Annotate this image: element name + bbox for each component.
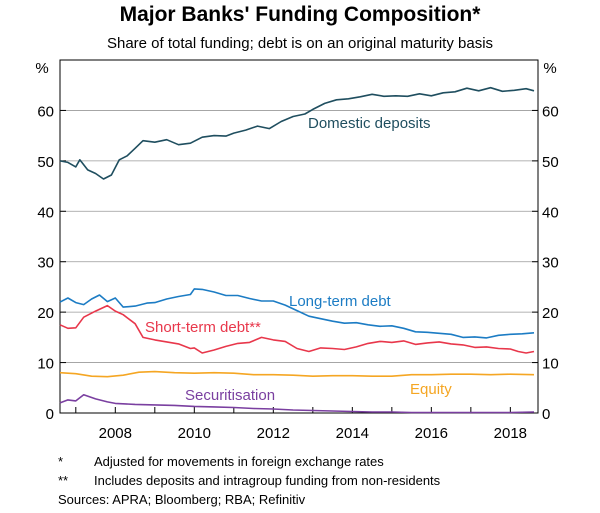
y-tick-label-right: 40	[542, 204, 559, 221]
footnote-mark: *	[58, 454, 64, 469]
x-tick-label: 2016	[415, 425, 448, 442]
label-long-term-debt: Long-term debt	[289, 293, 392, 310]
y-tick-label-right: 20	[542, 305, 559, 322]
y-tick-label-left: 60	[37, 103, 54, 120]
y-tick-label-left: 30	[37, 255, 54, 272]
y-tick-label-right: 50	[542, 154, 559, 171]
sources: Sources: APRA; Bloomberg; RBA; Refinitiv	[58, 492, 306, 507]
y-tick-label-right: 10	[542, 356, 559, 373]
y-axis: 0 0 10 10 20 20 30 30 40 40 50 50 60 60	[37, 103, 558, 423]
footnote: ** Includes deposits and intragroup fund…	[58, 471, 440, 490]
x-tick-label: 2014	[336, 425, 369, 442]
label-short-term-debt: Short-term debt**	[145, 319, 261, 336]
y-tick-label-left: 10	[37, 356, 54, 373]
y-tick-label-right: 30	[542, 255, 559, 272]
y-unit-left: %	[35, 60, 48, 77]
label-domestic-deposits: Domestic deposits	[308, 115, 431, 132]
series-line-equity	[59, 370, 535, 378]
footnote-mark: **	[58, 473, 69, 488]
y-tick-label-right: 0	[542, 406, 550, 423]
chart-subtitle: Share of total funding; debt is on an or…	[106, 35, 494, 52]
x-axis: 2008 2010 2012 2014 2016 2018	[75, 407, 527, 442]
y-tick-label-left: 20	[37, 305, 54, 322]
gridlines	[60, 110, 538, 363]
label-securitisation: Securitisation	[185, 387, 275, 404]
y-unit-right: %	[543, 60, 556, 77]
label-equity: Equity	[410, 381, 452, 398]
series-lines	[59, 86, 535, 414]
y-tick-label-left: 0	[46, 406, 54, 423]
footnotes: * Adjusted for movements in foreign exch…	[58, 452, 440, 509]
plot-frame	[59, 59, 539, 414]
chart-title: Major Banks' Funding Composition*	[119, 3, 481, 26]
footnote-text: Includes deposits and intragroup funding…	[94, 473, 441, 488]
footnote: * Adjusted for movements in foreign exch…	[58, 452, 440, 471]
series-line-short-term-debt	[59, 304, 535, 354]
series-line-domestic-deposits	[59, 86, 535, 180]
footnote-text: Adjusted for movements in foreign exchan…	[94, 454, 384, 469]
x-tick-label: 2010	[178, 425, 211, 442]
x-tick-label: 2018	[494, 425, 527, 442]
y-tick-label-right: 60	[542, 103, 559, 120]
series-line-long-term-debt	[59, 288, 535, 339]
y-tick-label-left: 40	[37, 204, 54, 221]
x-tick-label: 2012	[257, 425, 290, 442]
x-tick-label: 2008	[99, 425, 132, 442]
series-line-securitisation	[59, 393, 535, 414]
y-tick-label-left: 50	[37, 154, 54, 171]
